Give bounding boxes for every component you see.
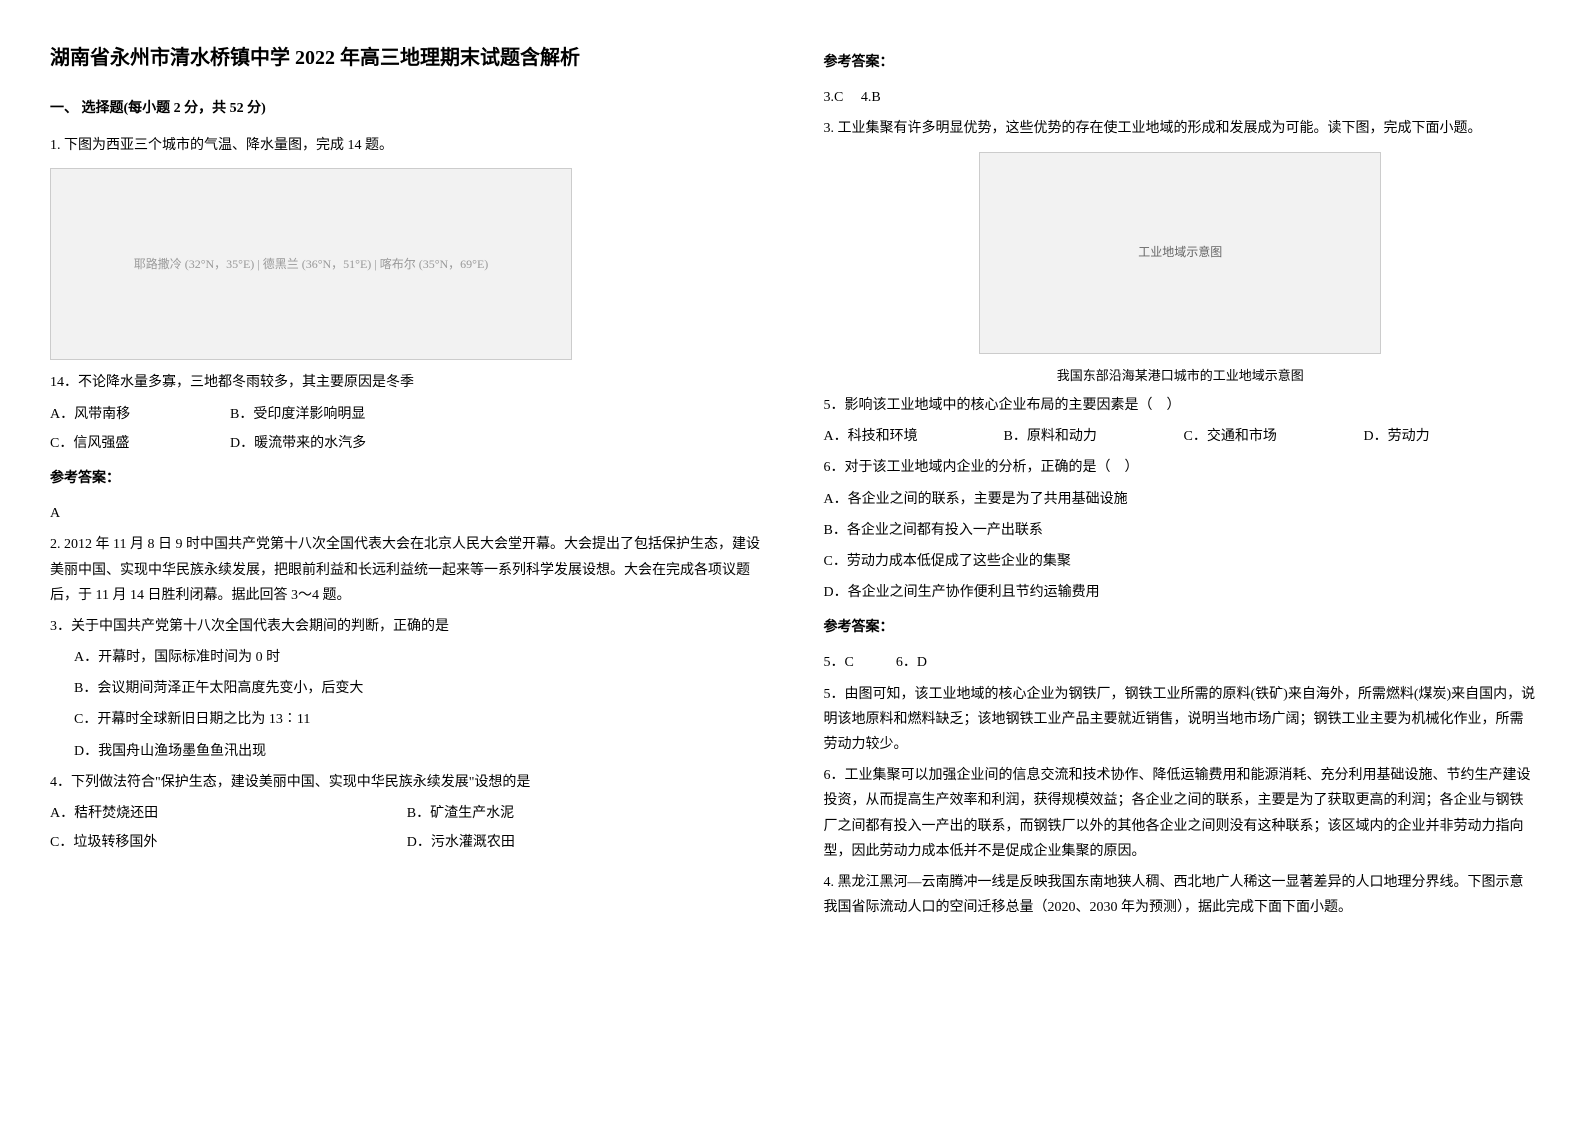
q2-sub3: 3．关于中国共产党第十八次全国代表大会期间的判断，正确的是 xyxy=(50,614,764,639)
q3-s5D: D．劳动力 xyxy=(1364,424,1544,449)
q2-s3D: D．我国舟山渔场墨鱼鱼汛出现 xyxy=(74,739,764,764)
page-title: 湖南省永州市清水桥镇中学 2022 年高三地理期末试题含解析 xyxy=(50,40,764,76)
q3-sub5: 5．影响该工业地域中的核心企业布局的主要因素是（ ） xyxy=(824,393,1538,418)
q1-optA: A．风带南移 xyxy=(50,402,230,427)
q3-s5C: C．交通和市场 xyxy=(1184,424,1364,449)
q2-s3B: B．会议期间菏泽正午太阳高度先变小，后变大 xyxy=(74,676,764,701)
climate-charts: 耶路撒冷 (32°N，35°E) | 德黑兰 (36°N，51°E) | 喀布尔… xyxy=(50,168,572,360)
q3-s5A: A．科技和环境 xyxy=(824,424,1004,449)
diagram-inner-label: 工业地域示意图 xyxy=(1138,242,1222,264)
answer3-label: 参考答案： xyxy=(824,615,1538,640)
chart-right-label: 喀布尔 (35°N，69°E) xyxy=(380,254,489,276)
q2-sub4: 4．下列做法符合"保护生态，建设美丽中国、实现中华民族永续发展"设想的是 xyxy=(50,770,764,795)
q3-stem: 3. 工业集聚有许多明显优势，这些优势的存在使工业地域的形成和发展成为可能。读下… xyxy=(824,116,1538,141)
q4-stem: 4. 黑龙江黑河—云南腾冲一线是反映我国东南地狭人稠、西北地广人稀这一显著差异的… xyxy=(824,870,1538,920)
q2-s3A: A．开幕时，国际标准时间为 0 时 xyxy=(74,645,764,670)
explain6: 6．工业集聚可以加强企业间的信息交流和技术协作、降低运输费用和能源消耗、充分利用… xyxy=(824,763,1538,864)
q3-s6B: B．各企业之间都有投入一产出联系 xyxy=(824,518,1538,543)
q1-stem: 1. 下图为西亚三个城市的气温、降水量图，完成 14 题。 xyxy=(50,133,764,158)
q3-s5B: B．原料和动力 xyxy=(1004,424,1184,449)
diagram-caption: 我国东部沿海某港口城市的工业地域示意图 xyxy=(824,364,1538,387)
chart-mid-label: 德黑兰 (36°N，51°E) xyxy=(263,254,372,276)
section-header: 一、 选择题(每小题 2 分，共 52 分) xyxy=(50,96,764,121)
q2-s4A: A．秸秆焚烧还田 xyxy=(50,801,407,826)
q2-stem: 2. 2012 年 11 月 8 日 9 时中国共产党第十八次全国代表大会在北京… xyxy=(50,532,764,608)
q3-s6A: A．各企业之间的联系，主要是为了共用基础设施 xyxy=(824,487,1538,512)
answer2-value: 3.C 4.B xyxy=(824,85,1538,110)
chart-left-label: 耶路撒冷 (32°N，35°E) xyxy=(134,254,255,276)
q2-s4C: C．垃圾转移国外 xyxy=(50,830,407,855)
industrial-diagram: 工业地域示意图 xyxy=(979,152,1381,354)
q2-s4B: B．矿渣生产水泥 xyxy=(407,801,764,826)
q1-optB: B．受印度洋影响明显 xyxy=(230,402,410,427)
q3-s6C: C．劳动力成本低促成了这些企业的集聚 xyxy=(824,549,1538,574)
answer1-value: A xyxy=(50,501,764,526)
q3-s6D: D．各企业之间生产协作便利且节约运输费用 xyxy=(824,580,1538,605)
q2-s3C: C．开幕时全球新旧日期之比为 13∶11 xyxy=(74,707,764,732)
answer3-value: 5．C 6．D xyxy=(824,650,1538,675)
explain5: 5．由图可知，该工业地域的核心企业为钢铁厂，钢铁工业所需的原料(铁矿)来自海外，… xyxy=(824,682,1538,758)
answer1-label: 参考答案： xyxy=(50,466,764,491)
q1-sub14: 14．不论降水量多寡，三地都冬雨较多，其主要原因是冬季 xyxy=(50,370,764,395)
answer2-label: 参考答案： xyxy=(824,50,1538,75)
q3-sub6: 6．对于该工业地域内企业的分析，正确的是（ ） xyxy=(824,455,1538,480)
q2-s4D: D．污水灌溉农田 xyxy=(407,830,764,855)
q1-optC: C．信风强盛 xyxy=(50,431,230,456)
q1-optD: D．暖流带来的水汽多 xyxy=(230,431,410,456)
